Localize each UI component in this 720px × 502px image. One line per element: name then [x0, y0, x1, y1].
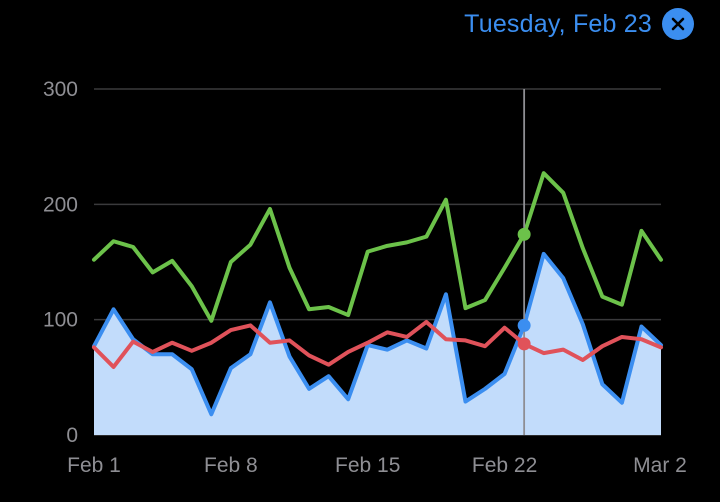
- selected-point-red[interactable]: [517, 337, 531, 351]
- x-tick-label: Feb 1: [67, 454, 121, 477]
- y-tick-label: 300: [43, 78, 78, 101]
- selected-point-blue[interactable]: [517, 318, 531, 332]
- close-x-circle-icon: [671, 17, 685, 31]
- chart-header: Tuesday, Feb 23: [464, 8, 694, 40]
- selected-point-green[interactable]: [517, 227, 531, 241]
- y-tick-label: 100: [43, 309, 78, 332]
- series-blue-line[interactable]: [92, 251, 663, 417]
- selected-date-label: Tuesday, Feb 23: [464, 9, 652, 38]
- x-tick-label: Mar 2: [633, 454, 687, 477]
- x-tick-label: Feb 22: [472, 454, 537, 477]
- y-tick-label: 0: [66, 424, 78, 447]
- x-tick-label: Feb 8: [204, 454, 258, 477]
- series-blue-area: [94, 253, 661, 435]
- y-tick-label: 200: [43, 193, 78, 216]
- close-button[interactable]: [662, 8, 694, 40]
- series-red-line[interactable]: [92, 319, 663, 369]
- series-green-line[interactable]: [92, 171, 663, 323]
- x-tick-label: Feb 15: [335, 454, 400, 477]
